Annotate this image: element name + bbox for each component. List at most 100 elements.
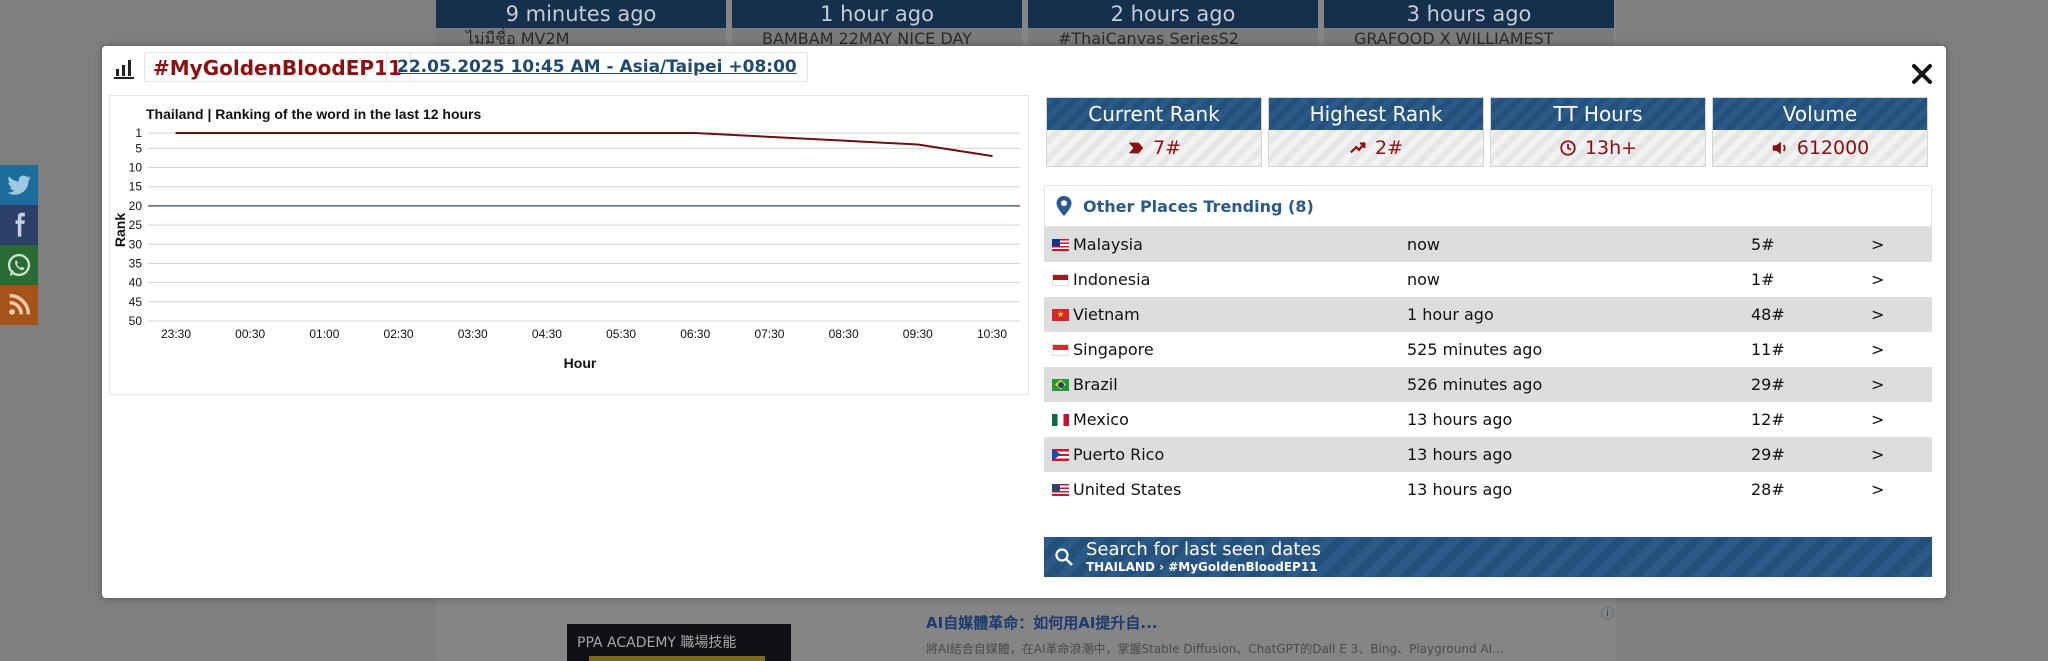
- ad-image-bar: [589, 656, 765, 661]
- chart-y-tick-label: 50: [129, 314, 143, 328]
- speaker-icon: [1772, 141, 1786, 155]
- chart-point: [991, 155, 993, 157]
- place-arrow[interactable]: >: [1871, 445, 1885, 464]
- place-time: now: [1407, 270, 1441, 289]
- twitter-icon: [7, 175, 31, 195]
- search-breadcrumb: THAILAND › #MyGoldenBloodEP11: [1086, 560, 1318, 574]
- chart-series: [175, 132, 993, 158]
- chart-x-tick-label: 02:30: [384, 327, 414, 341]
- malaysia-flag-icon: [1052, 238, 1069, 251]
- chart-x-tick-label: 06:30: [680, 327, 710, 341]
- place-row-indonesia[interactable]: Indonesia now 1# >: [1044, 262, 1932, 297]
- whatsapp-share-button[interactable]: [0, 245, 38, 285]
- stat-label: TT Hours: [1491, 98, 1705, 130]
- chart-y-label: Rank: [112, 213, 128, 247]
- chart-x-tick-label: 05:30: [606, 327, 636, 341]
- bar-chart-icon: [114, 60, 134, 79]
- search-icon: [1055, 548, 1073, 566]
- facebook-share-button[interactable]: [0, 205, 38, 245]
- place-time: 525 minutes ago: [1407, 340, 1543, 359]
- rank-chart-panel: Thailand | Ranking of the word in the la…: [109, 95, 1029, 395]
- mexico-flag-icon: [1052, 413, 1069, 426]
- other-places-panel: Other Places Trending (8) Malaysia now 5…: [1044, 185, 1932, 507]
- stat-value-row: 7#: [1047, 130, 1261, 166]
- chart-x-label: Hour: [564, 355, 597, 371]
- place-arrow[interactable]: >: [1871, 305, 1885, 324]
- united-states-flag-icon: [1052, 483, 1069, 496]
- stat-current-rank: Current Rank 7#: [1046, 97, 1262, 167]
- chart-x-tick-label: 23:30: [161, 327, 191, 341]
- latest-column-1: 9 minutes ago ไม่มีชื่อ MV2M: [436, 0, 726, 48]
- trending-up-icon: [1349, 142, 1366, 154]
- search-last-seen-button[interactable]: Search for last seen dates THAILAND › #M…: [1044, 537, 1932, 577]
- stat-value-row: 2#: [1269, 130, 1483, 166]
- modal-header: #MyGoldenBloodEP11 22.05.2025 10:45 AM -…: [102, 46, 1946, 86]
- stat-value: 13h+: [1584, 137, 1638, 159]
- latest-column-item: GRAFOOD X WILLIAMEST: [1324, 28, 1614, 48]
- ad-title-link[interactable]: AI自媒體革命：如何用AI提升自...: [926, 614, 1158, 632]
- other-places-header: Other Places Trending (8): [1044, 185, 1932, 227]
- chart-y-tick-label: 5: [135, 141, 142, 155]
- place-arrow[interactable]: >: [1871, 375, 1885, 394]
- place-arrow[interactable]: >: [1871, 480, 1885, 499]
- place-row-brazil[interactable]: Brazil 526 minutes ago 29# >: [1044, 367, 1932, 402]
- latest-column-header: 3 hours ago: [1324, 0, 1614, 28]
- place-arrow[interactable]: >: [1871, 340, 1885, 359]
- other-places-title: Other Places Trending (8): [1083, 196, 1314, 216]
- place-rank: 48#: [1751, 305, 1785, 324]
- map-pin-icon: [1056, 196, 1072, 216]
- place-country: Vietnam: [1073, 305, 1140, 324]
- twitter-share-button[interactable]: [0, 165, 38, 205]
- place-country: Malaysia: [1073, 235, 1143, 254]
- stat-label: Volume: [1713, 98, 1927, 130]
- trend-date-link[interactable]: 22.05.2025 10:45 AM - Asia/Taipei +08:00: [386, 52, 808, 82]
- place-rank: 12#: [1751, 410, 1785, 429]
- place-arrow[interactable]: >: [1871, 235, 1885, 254]
- search-label: Search for last seen dates: [1086, 539, 1321, 560]
- chart-y-tick-label: 1: [135, 126, 142, 140]
- place-country: Puerto Rico: [1073, 445, 1165, 464]
- place-row-singapore[interactable]: Singapore 525 minutes ago 11# >: [1044, 332, 1932, 367]
- place-row-malaysia[interactable]: Malaysia now 5# >: [1044, 227, 1932, 262]
- puerto-rico-flag-icon: [1052, 448, 1069, 461]
- ad-info-icon[interactable]: ⓘ: [1601, 607, 1615, 622]
- chart-y-tick-label: 25: [129, 218, 143, 232]
- brazil-flag-icon: [1052, 378, 1069, 391]
- latest-column-header: 9 minutes ago: [436, 0, 726, 28]
- chart-title: Thailand | Ranking of the word in the la…: [146, 106, 481, 122]
- chart-point: [546, 132, 548, 134]
- place-row-mexico[interactable]: Mexico 13 hours ago 12# >: [1044, 402, 1932, 437]
- place-rank: 1#: [1751, 270, 1775, 289]
- place-row-puerto-rico[interactable]: Puerto Rico 13 hours ago 29# >: [1044, 437, 1932, 472]
- place-time: 13 hours ago: [1407, 445, 1513, 464]
- place-country: Mexico: [1073, 410, 1129, 429]
- close-icon[interactable]: [1908, 60, 1936, 88]
- latest-column-header: 2 hours ago: [1028, 0, 1318, 28]
- place-time: 13 hours ago: [1407, 480, 1513, 499]
- latest-column-header: 1 hour ago: [732, 0, 1022, 28]
- rss-feed-button[interactable]: [0, 285, 38, 325]
- chart-point: [397, 132, 400, 134]
- place-row-united-states[interactable]: United States 13 hours ago 28# >: [1044, 472, 1932, 507]
- chart-point: [323, 132, 326, 134]
- place-country: Brazil: [1073, 375, 1118, 394]
- place-row-vietnam[interactable]: ★ Vietnam 1 hour ago 48# >: [1044, 297, 1932, 332]
- chart-x-tick-label: 10:30: [977, 327, 1007, 341]
- place-rank: 11#: [1751, 340, 1785, 359]
- chart-x-tick-label: 00:30: [235, 327, 265, 341]
- latest-column-item: BAMBAM 22MAY NICE DAY: [732, 28, 1022, 48]
- latest-column-item: ไม่มีชื่อ MV2M: [436, 28, 726, 48]
- vietnam-flag-icon: ★: [1052, 308, 1069, 321]
- chart-point: [471, 132, 474, 134]
- place-arrow[interactable]: >: [1871, 410, 1885, 429]
- place-arrow[interactable]: >: [1871, 270, 1885, 289]
- stat-value: 7#: [1152, 137, 1181, 159]
- chart-point: [842, 139, 845, 142]
- stat-value-row: 612000: [1713, 130, 1927, 166]
- stat-label: Highest Rank: [1269, 98, 1483, 130]
- trend-title: #MyGoldenBloodEP11: [144, 52, 411, 82]
- place-rank: 29#: [1751, 445, 1785, 464]
- stat-value-row: 13h+: [1491, 130, 1705, 166]
- stat-volume: Volume 612000: [1712, 97, 1928, 167]
- ad-image[interactable]: PPA ACADEMY 職場技能: [567, 624, 791, 661]
